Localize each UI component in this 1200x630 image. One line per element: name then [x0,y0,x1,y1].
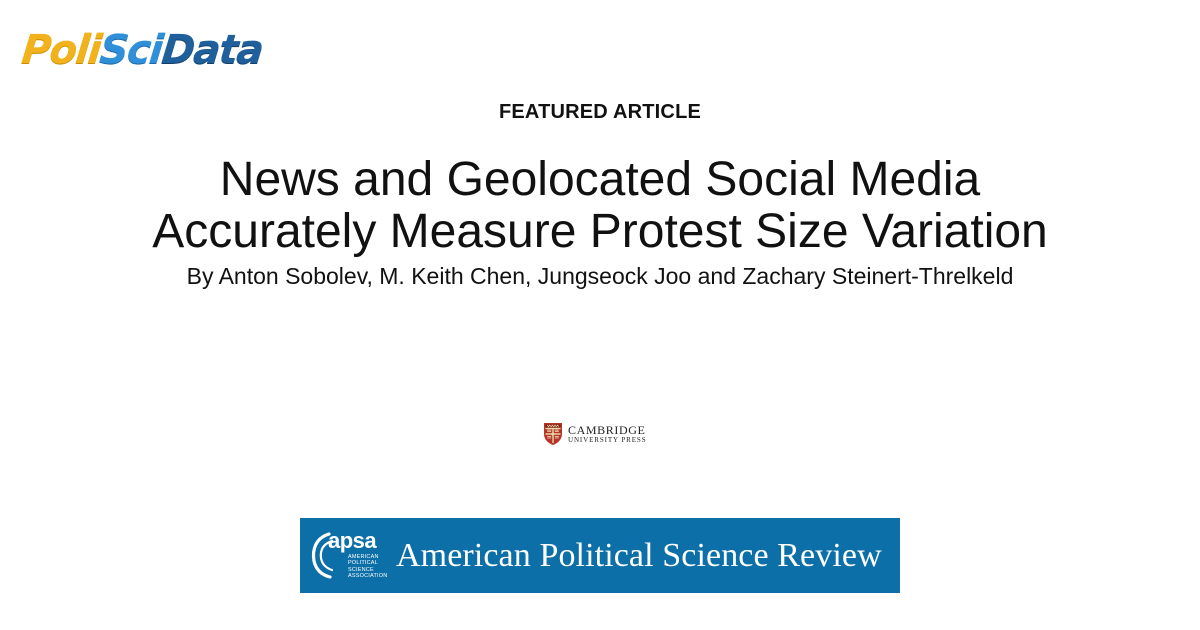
apsa-org-line-2: POLITICAL [348,560,378,567]
cambridge-press-label: UNIVERSITY PRESS [568,436,647,444]
apsa-arc-icon [311,532,334,579]
apsa-org-line-4: ASSOCIATION [348,572,388,579]
apsa-wordmark: apsa [328,528,377,553]
journal-banner: apsa AMERICAN POLITICAL SCIENCE ASSOCIAT… [300,518,900,593]
apsa-logo: apsa AMERICAN POLITICAL SCIENCE ASSOCIAT… [310,518,398,593]
article-authors: By Anton Sobolev, M. Keith Chen, Jungseo… [186,263,1014,289]
article-title-line-2: Accurately Measure Protest Size Variatio… [152,205,1048,258]
apsa-org-line-1: AMERICAN [348,554,379,560]
featured-article-kicker: FEATURED ARTICLE [498,101,702,123]
cambridge-name: CAMBRIDGE [568,423,646,437]
cambridge-university-press-logo: CAMBRIDGE UNIVERSITY PRESS [543,422,647,446]
cambridge-shield-icon [544,423,562,445]
article-title-line-1: News and Geolocated Social Media [219,153,981,206]
journal-title: American Political Science Review [396,536,882,574]
apsa-org-lines: AMERICAN POLITICAL SCIENCE ASSOCIATION [348,554,387,579]
site-logo[interactable]: Poli Sci Data [19,18,265,73]
logo-part-data: Data [159,27,265,73]
logo-part-sci: Sci [97,27,165,73]
article-title: News and Geolocated Social Media Accurat… [0,154,1200,258]
logo-part-poli: Poli [19,27,103,73]
apsa-org-line-3: SCIENCE [348,566,374,573]
